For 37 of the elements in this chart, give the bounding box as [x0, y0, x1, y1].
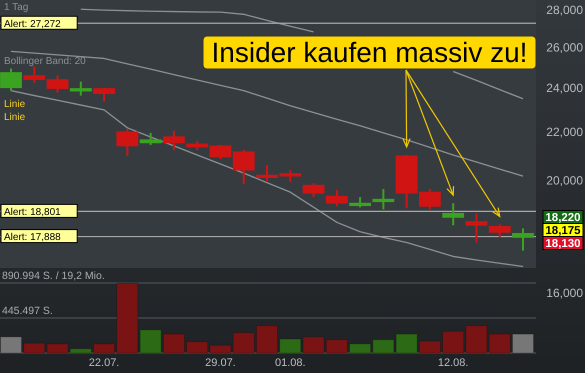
ref-line-label: Alert: 27,272	[4, 18, 62, 30]
text: 18,220	[545, 212, 581, 224]
y-tick-label: 22,000	[546, 125, 584, 140]
text: 18,130	[545, 238, 581, 250]
y-tick-label: 24,000	[546, 81, 584, 96]
annotation: 1 Tag	[4, 2, 28, 13]
candlestick	[372, 188, 394, 210]
candlestick	[512, 227, 534, 252]
candlestick	[116, 128, 138, 157]
ref-line-label: 445.497 S.	[2, 305, 53, 317]
text: 18,175	[545, 225, 582, 238]
candlestick	[326, 189, 348, 208]
candlestick	[442, 202, 464, 226]
ref-line-label: 890.994 S. / 19,2 Mio.	[2, 270, 105, 282]
annotation: Linie	[4, 99, 26, 110]
ref-line-label: Alert: 17,888	[4, 232, 62, 244]
candlestick	[466, 212, 488, 244]
x-tick-label: 01.08.	[274, 357, 306, 369]
candlestick	[349, 196, 371, 208]
candlestick	[302, 182, 324, 198]
x-tick-label: 22.07.	[88, 357, 120, 369]
annotation: Bollinger Band: 20	[4, 56, 86, 67]
x-tick-label: 12.08.	[438, 357, 468, 369]
annotation: Linie	[4, 112, 26, 123]
y-tick-label: 28,000	[546, 3, 584, 18]
candlestick	[163, 130, 185, 151]
ref-line-label: Alert: 18,801	[4, 206, 62, 218]
y-tick-label: 26,000	[546, 40, 584, 55]
y-tick-label: 20,000	[546, 173, 584, 188]
candlestick	[140, 132, 162, 146]
candlestick	[0, 67, 22, 92]
y-tick-label: 16,000	[546, 286, 584, 300]
x-tick-label: 29.07.	[205, 357, 236, 369]
candlestick	[70, 80, 92, 97]
candlestick	[488, 224, 511, 238]
annotation: Insider kaufen massiv zu!	[212, 37, 528, 68]
candlestick	[93, 86, 115, 103]
